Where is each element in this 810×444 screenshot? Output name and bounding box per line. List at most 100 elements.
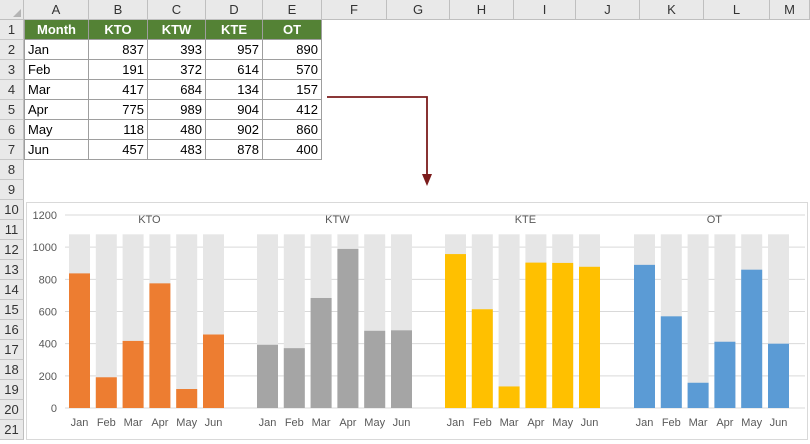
column-header-h[interactable]: H [450,0,514,20]
row-header-10[interactable]: 10 [0,200,24,220]
x-tick-label: Jan [447,417,465,429]
column-header-a[interactable]: A [24,0,89,20]
series-title: KTO [138,214,161,226]
row-header-2[interactable]: 2 [0,40,24,60]
value-cell[interactable]: 775 [89,100,148,120]
x-tick-label: Feb [285,417,304,429]
row-header-4[interactable]: 4 [0,80,24,100]
row-header-16[interactable]: 16 [0,320,24,340]
row-header-20[interactable]: 20 [0,400,24,420]
y-tick-label: 1000 [33,242,57,254]
value-cell[interactable]: 400 [263,140,322,160]
row-header-3[interactable]: 3 [0,60,24,80]
value-cell[interactable]: 191 [89,60,148,80]
y-tick-label: 800 [39,274,57,286]
table-header-cell[interactable]: OT [263,20,322,40]
value-bar [714,341,736,408]
row-header-21[interactable]: 21 [0,420,24,440]
value-bar [525,262,547,408]
value-bar [203,334,224,408]
row-header-13[interactable]: 13 [0,260,24,280]
column-header-i[interactable]: I [514,0,576,20]
x-tick-label: Apr [527,417,544,429]
table-header-cell[interactable]: KTO [89,20,148,40]
value-bar [69,273,90,408]
month-cell[interactable]: Jan [24,40,89,60]
x-tick-label: Apr [151,417,168,429]
y-tick-label: 1200 [33,210,57,222]
chart-area[interactable]: 0 200 400 600 800 1000 1200 KTO Jan Feb Mar Apr May J… [26,202,808,440]
value-cell[interactable]: 480 [148,120,206,140]
select-all-corner[interactable] [0,0,24,20]
month-cell[interactable]: Feb [24,60,89,80]
value-cell[interactable]: 902 [206,120,263,140]
row-header-19[interactable]: 19 [0,380,24,400]
value-bar [391,330,412,408]
month-cell[interactable]: Jun [24,140,89,160]
series-title: KTW [325,214,350,226]
row-header-8[interactable]: 8 [0,160,24,180]
column-header-j[interactable]: J [576,0,640,20]
value-bar [579,266,600,408]
value-bar [552,262,574,408]
column-header-e[interactable]: E [263,0,322,20]
column-header-c[interactable]: C [148,0,206,20]
row-header-5[interactable]: 5 [0,100,24,120]
column-header-k[interactable]: K [640,0,704,20]
x-tick-label: Apr [716,417,733,429]
row-header-11[interactable]: 11 [0,220,24,240]
value-cell[interactable]: 570 [263,60,322,80]
value-cell[interactable]: 878 [206,140,263,160]
table-header-cell[interactable]: KTE [206,20,263,40]
column-header-b[interactable]: B [89,0,148,20]
background-bar [687,234,709,408]
series-title: KTE [515,214,536,226]
row-header-9[interactable]: 9 [0,180,24,200]
column-header-g[interactable]: G [387,0,450,20]
value-cell[interactable]: 684 [148,80,206,100]
value-cell[interactable]: 118 [89,120,148,140]
row-header-1[interactable]: 1 [0,20,24,40]
value-bar [337,248,359,408]
value-cell[interactable]: 957 [206,40,263,60]
value-cell[interactable]: 860 [263,120,322,140]
column-header-f[interactable]: F [322,0,387,20]
value-bar [95,377,117,408]
table-header-cell[interactable]: KTW [148,20,206,40]
value-cell[interactable]: 393 [148,40,206,60]
row-header-15[interactable]: 15 [0,300,24,320]
y-tick-label: 200 [39,371,57,383]
value-cell[interactable]: 412 [263,100,322,120]
value-cell[interactable]: 417 [89,80,148,100]
table-header-cell[interactable]: Month [24,20,89,40]
value-cell[interactable]: 134 [206,80,263,100]
row-header-17[interactable]: 17 [0,340,24,360]
month-cell[interactable]: Mar [24,80,89,100]
row-header-12[interactable]: 12 [0,240,24,260]
month-cell[interactable]: May [24,120,89,140]
value-cell[interactable]: 372 [148,60,206,80]
month-cell[interactable]: Apr [24,100,89,120]
row-header-6[interactable]: 6 [0,120,24,140]
value-cell[interactable]: 483 [148,140,206,160]
y-tick-label: 0 [51,403,57,415]
row-header-14[interactable]: 14 [0,280,24,300]
value-cell[interactable]: 890 [263,40,322,60]
value-bar [176,389,198,408]
value-cell[interactable]: 904 [206,100,263,120]
row-header-18[interactable]: 18 [0,360,24,380]
value-cell[interactable]: 989 [148,100,206,120]
column-header-d[interactable]: D [206,0,263,20]
row-header-7[interactable]: 7 [0,140,24,160]
value-cell[interactable]: 837 [89,40,148,60]
value-cell[interactable]: 157 [263,80,322,100]
value-cell[interactable]: 457 [89,140,148,160]
value-cell[interactable]: 614 [206,60,263,80]
value-bar [364,330,386,408]
x-tick-label: Mar [124,417,143,429]
column-header-l[interactable]: L [704,0,770,20]
x-tick-label: Jan [259,417,277,429]
value-bar [768,343,789,408]
value-bar [283,348,305,408]
